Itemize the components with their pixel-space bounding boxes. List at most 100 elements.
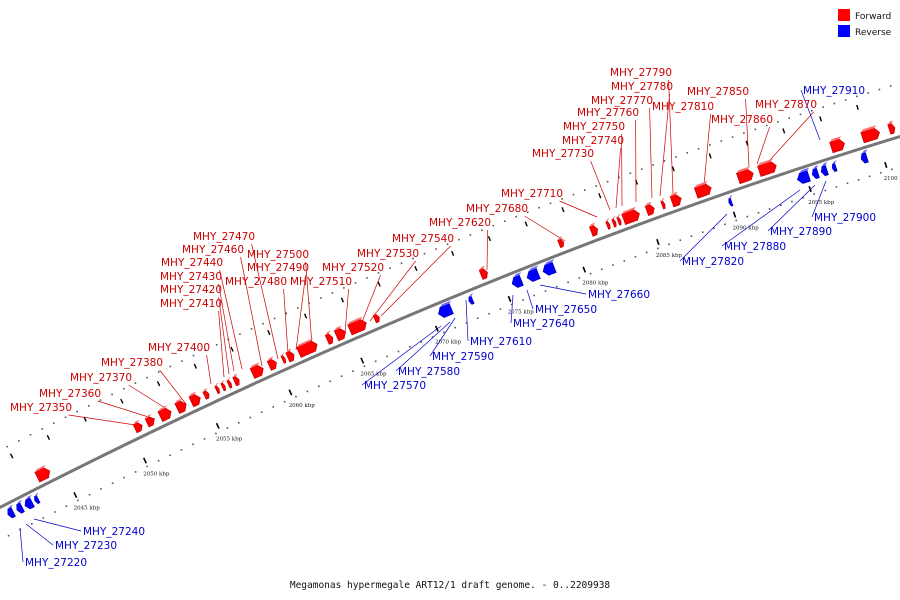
gene-label[interactable]: MHY_27890 <box>770 226 832 238</box>
gene-label[interactable]: MHY_27660 <box>588 289 650 301</box>
gene-label[interactable]: MHY_27910 <box>803 85 865 97</box>
gene-label[interactable]: MHY_27490 <box>247 262 309 274</box>
forward-gene-block[interactable] <box>829 138 845 154</box>
track-dot <box>504 220 506 222</box>
gene-block-shade <box>34 464 46 473</box>
forward-gene-block[interactable] <box>478 268 488 280</box>
forward-gene-block[interactable] <box>887 123 896 135</box>
forward-gene-block[interactable] <box>202 390 210 400</box>
gene-label[interactable]: MHY_27470 <box>193 231 255 243</box>
gene-label[interactable]: MHY_27520 <box>322 262 384 274</box>
gene-block-shade <box>250 362 260 369</box>
forward-gene-block[interactable] <box>611 218 617 228</box>
forward-gene-block[interactable] <box>333 328 346 342</box>
forward-gene-block[interactable] <box>324 333 334 345</box>
gene-label[interactable]: MHY_27540 <box>392 233 454 245</box>
gene-label[interactable]: MHY_27510 <box>290 276 352 288</box>
reverse-gene-block[interactable] <box>542 261 557 276</box>
track-dot <box>878 88 881 91</box>
forward-gene-block[interactable] <box>232 376 240 387</box>
reverse-gene-block[interactable] <box>860 152 869 164</box>
gene-label[interactable]: MHY_27580 <box>398 366 460 378</box>
gene-label[interactable]: MHY_27430 <box>160 271 222 283</box>
forward-gene-block[interactable] <box>174 400 187 414</box>
gene-label[interactable]: MHY_27570 <box>364 380 426 392</box>
reverse-gene-block[interactable] <box>16 502 25 514</box>
gene-label[interactable]: MHY_27590 <box>432 351 494 363</box>
gene-label[interactable]: MHY_27410 <box>160 298 222 310</box>
forward-gene-block[interactable] <box>132 422 143 434</box>
gene-label[interactable]: MHY_27230 <box>55 540 117 552</box>
forward-gene-block[interactable] <box>644 204 655 216</box>
forward-gene-block[interactable] <box>214 385 221 395</box>
gene-label[interactable]: MHY_27240 <box>83 526 145 538</box>
reverse-gene-block[interactable] <box>511 274 524 288</box>
reverse-gene-block[interactable] <box>820 164 829 177</box>
gene-label[interactable]: MHY_27420 <box>160 284 222 296</box>
gene-block-shade <box>813 165 819 170</box>
gene-label[interactable]: MHY_27760 <box>577 107 639 119</box>
forward-gene-block[interactable] <box>736 169 754 185</box>
forward-gene-block[interactable] <box>280 355 287 364</box>
reverse-gene-block[interactable] <box>728 197 734 207</box>
gene-label[interactable]: MHY_27370 <box>70 372 132 384</box>
forward-gene-block[interactable] <box>220 382 227 392</box>
gene-label[interactable]: MHY_27380 <box>101 357 163 369</box>
gene-block-shade <box>479 265 485 271</box>
gene-label[interactable]: MHY_27530 <box>357 248 419 260</box>
reverse-gene-block[interactable] <box>797 170 811 184</box>
gene-label[interactable]: MHY_27360 <box>39 388 101 400</box>
gene-label[interactable]: MHY_27880 <box>724 241 786 253</box>
gene-label[interactable]: MHY_27500 <box>247 249 309 261</box>
track-dot <box>589 272 592 275</box>
reverse-gene-block[interactable] <box>811 167 820 180</box>
gene-label[interactable]: MHY_27770 <box>591 95 653 107</box>
forward-gene-block[interactable] <box>285 350 295 363</box>
gene-label[interactable]: MHY_27480 <box>225 276 287 288</box>
gene-label[interactable]: MHY_27750 <box>563 121 625 133</box>
gene-label[interactable]: MHY_27860 <box>711 114 773 126</box>
gene-label[interactable]: MHY_27640 <box>513 318 575 330</box>
gene-label[interactable]: MHY_27680 <box>466 203 528 215</box>
gene-label[interactable]: MHY_27790 <box>610 67 672 79</box>
gene-label[interactable]: MHY_27460 <box>182 244 244 256</box>
gene-label[interactable]: MHY_27900 <box>814 212 876 224</box>
reverse-gene-block[interactable] <box>34 495 41 505</box>
forward-gene-block[interactable] <box>144 416 155 428</box>
gene-label[interactable]: MHY_27350 <box>10 402 72 414</box>
gene-label[interactable]: MHY_27400 <box>148 342 210 354</box>
forward-gene-block[interactable] <box>188 394 201 408</box>
gene-label[interactable]: MHY_27810 <box>652 101 714 113</box>
gene-leader-line <box>526 289 534 310</box>
reverse-gene-block[interactable] <box>7 506 16 519</box>
gene-label[interactable]: MHY_27870 <box>755 99 817 111</box>
forward-gene-block[interactable] <box>266 358 277 371</box>
forward-gene-block[interactable] <box>372 313 380 324</box>
gene-label[interactable]: MHY_27820 <box>682 256 744 268</box>
gene-label[interactable]: MHY_27220 <box>25 557 87 569</box>
gene-label[interactable]: MHY_27610 <box>470 336 532 348</box>
gene-label[interactable]: MHY_27620 <box>429 217 491 229</box>
forward-gene-block[interactable] <box>605 220 611 230</box>
forward-gene-block[interactable] <box>660 200 666 210</box>
reverse-gene-block[interactable] <box>468 295 475 305</box>
gene-label[interactable]: MHY_27730 <box>532 148 594 160</box>
gene-label[interactable]: MHY_27710 <box>501 188 563 200</box>
reverse-gene-block[interactable] <box>438 303 454 318</box>
forward-gene-block[interactable] <box>296 340 318 358</box>
forward-gene-block[interactable] <box>589 225 599 237</box>
gene-label[interactable]: MHY_27850 <box>687 86 749 98</box>
forward-gene-block[interactable] <box>226 379 233 389</box>
forward-gene-block[interactable] <box>616 216 622 226</box>
reverse-gene-block[interactable] <box>526 268 541 282</box>
forward-gene-block[interactable] <box>157 407 172 423</box>
forward-gene-block[interactable] <box>669 194 682 208</box>
gene-label[interactable]: MHY_27650 <box>535 304 597 316</box>
gene-label[interactable]: MHY_27740 <box>562 135 624 147</box>
gene-label[interactable]: MHY_27780 <box>611 81 673 93</box>
reverse-gene-block[interactable] <box>831 162 838 172</box>
forward-gene-block[interactable] <box>557 238 565 248</box>
track-dot <box>29 434 32 436</box>
gene-label[interactable]: MHY_27440 <box>161 257 223 269</box>
forward-gene-block[interactable] <box>693 183 712 199</box>
